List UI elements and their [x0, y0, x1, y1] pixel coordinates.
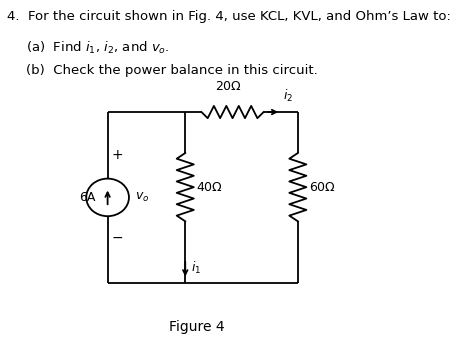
- Text: 40$\Omega$: 40$\Omega$: [196, 181, 223, 194]
- Text: 60$\Omega$: 60$\Omega$: [309, 181, 336, 194]
- Text: Figure 4: Figure 4: [169, 320, 225, 334]
- Text: 4.  For the circuit shown in Fig. 4, use KCL, KVL, and Ohm’s Law to:: 4. For the circuit shown in Fig. 4, use …: [7, 10, 450, 23]
- Text: $-$: $-$: [111, 230, 123, 244]
- Text: $v_o$: $v_o$: [135, 191, 149, 204]
- Text: $+$: $+$: [111, 148, 123, 162]
- Text: $i_1$: $i_1$: [191, 260, 201, 276]
- Text: 6A: 6A: [80, 191, 96, 204]
- Text: (b)  Check the power balance in this circuit.: (b) Check the power balance in this circ…: [26, 64, 318, 77]
- Text: $i_2$: $i_2$: [283, 87, 293, 103]
- Text: (a)  Find $i_1$, $i_2$, and $v_o$.: (a) Find $i_1$, $i_2$, and $v_o$.: [26, 40, 170, 57]
- Text: 20$\Omega$: 20$\Omega$: [215, 80, 242, 93]
